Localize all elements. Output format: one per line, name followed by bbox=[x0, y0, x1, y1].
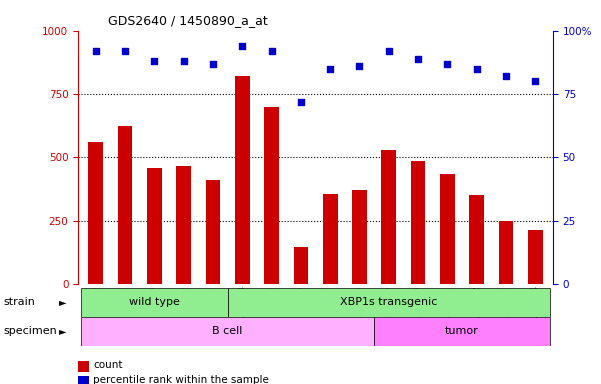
Bar bbox=[118, 126, 132, 284]
Point bbox=[267, 48, 276, 54]
Point bbox=[325, 66, 335, 72]
Bar bbox=[440, 174, 455, 284]
Text: tumor: tumor bbox=[445, 326, 479, 336]
Point bbox=[355, 63, 364, 69]
Bar bbox=[469, 195, 484, 284]
Point bbox=[442, 61, 452, 67]
Bar bbox=[81, 288, 228, 317]
Point bbox=[384, 48, 394, 54]
Bar bbox=[176, 166, 191, 284]
Text: percentile rank within the sample: percentile rank within the sample bbox=[93, 375, 269, 384]
Bar bbox=[499, 221, 513, 284]
Point bbox=[91, 48, 100, 54]
Bar bbox=[206, 180, 221, 284]
Point bbox=[531, 78, 540, 84]
Bar bbox=[382, 150, 396, 284]
Text: XBP1s transgenic: XBP1s transgenic bbox=[340, 297, 438, 308]
Bar bbox=[293, 247, 308, 284]
Text: GDS2640 / 1450890_a_at: GDS2640 / 1450890_a_at bbox=[108, 14, 268, 27]
Text: specimen: specimen bbox=[3, 326, 56, 336]
Bar bbox=[81, 317, 374, 346]
Text: strain: strain bbox=[3, 297, 35, 308]
Text: wild type: wild type bbox=[129, 297, 180, 308]
Bar bbox=[528, 230, 543, 284]
Text: ►: ► bbox=[59, 297, 67, 308]
Point bbox=[208, 61, 218, 67]
Point bbox=[237, 43, 247, 49]
Point bbox=[501, 73, 511, 79]
Point bbox=[413, 56, 423, 62]
Bar bbox=[264, 107, 279, 284]
Bar bbox=[88, 142, 103, 284]
Bar bbox=[147, 167, 162, 284]
Point bbox=[296, 99, 306, 105]
Bar bbox=[410, 161, 426, 284]
Text: count: count bbox=[93, 360, 123, 370]
Point bbox=[179, 58, 189, 64]
Bar bbox=[374, 317, 550, 346]
Text: ►: ► bbox=[59, 326, 67, 336]
Point bbox=[120, 48, 130, 54]
Point bbox=[472, 66, 481, 72]
Bar bbox=[323, 194, 338, 284]
Bar bbox=[352, 190, 367, 284]
Text: B cell: B cell bbox=[212, 326, 243, 336]
Point bbox=[150, 58, 159, 64]
Bar bbox=[228, 288, 550, 317]
Bar bbox=[235, 76, 249, 284]
